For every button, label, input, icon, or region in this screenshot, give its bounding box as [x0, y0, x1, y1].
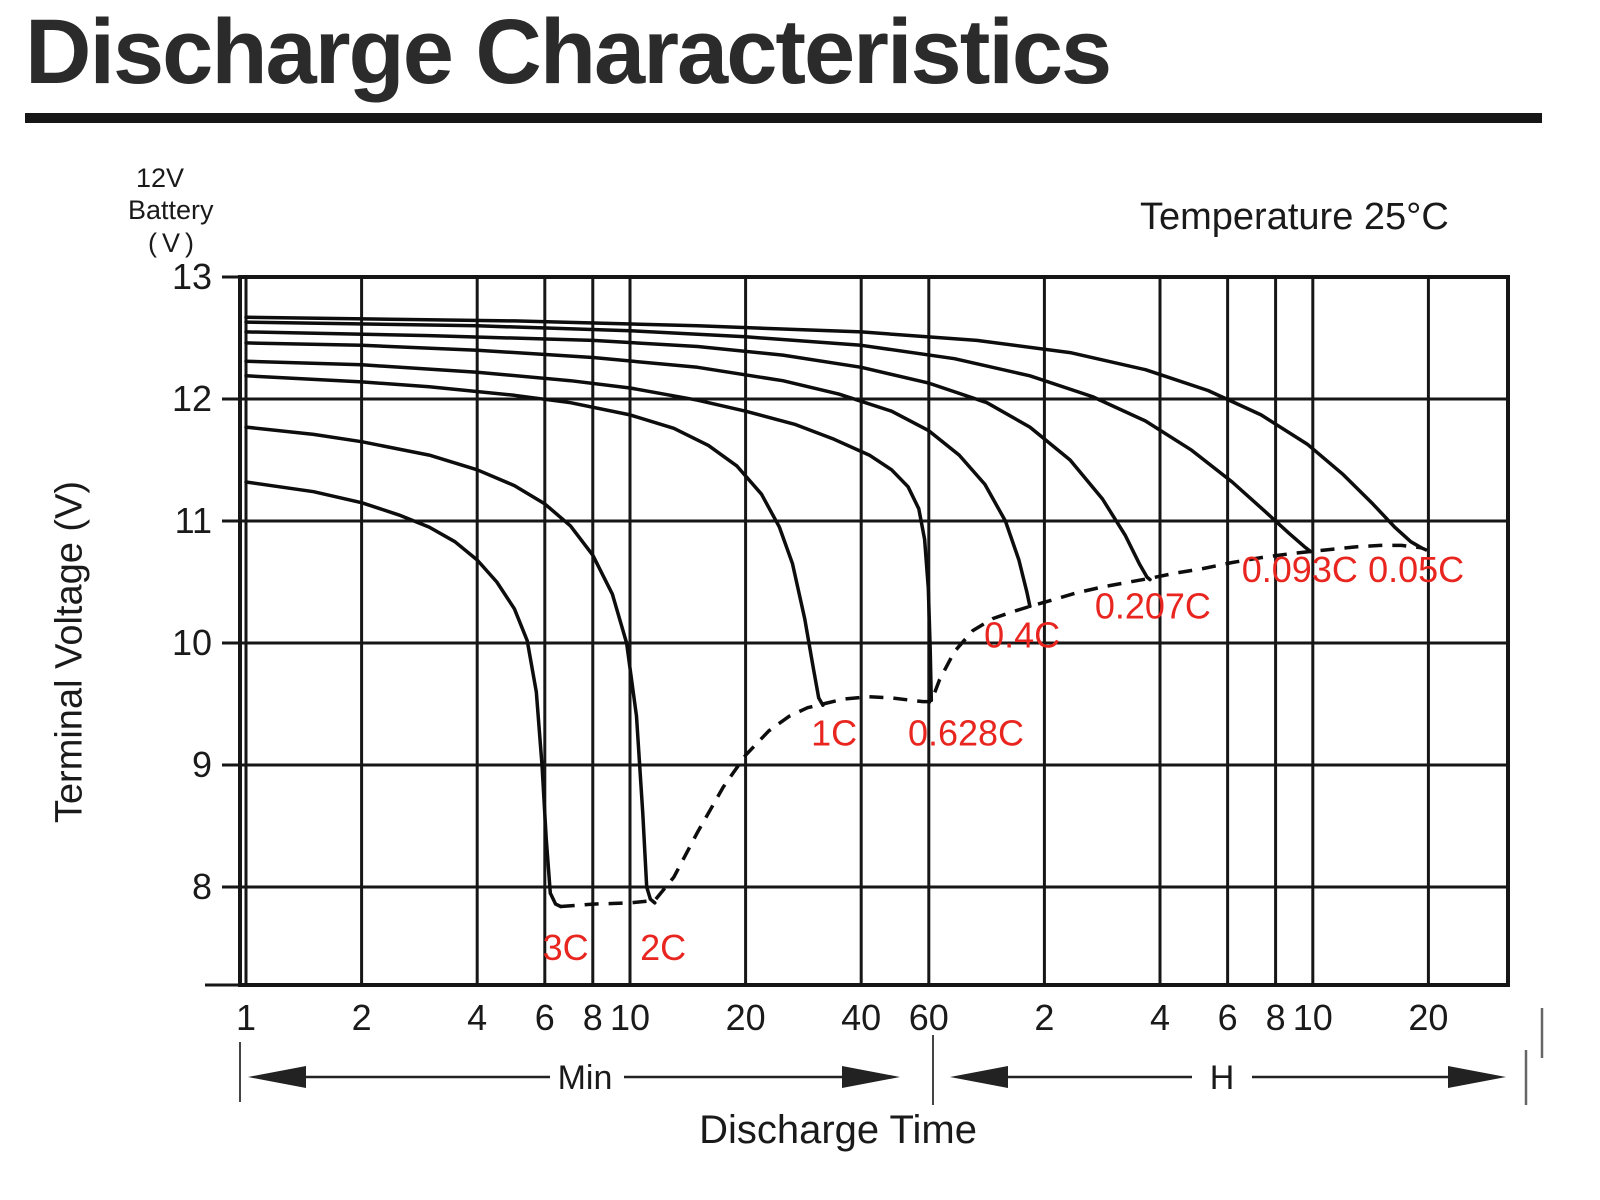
min-range-label: Min — [558, 1059, 613, 1097]
curve-0.4C — [244, 341, 1032, 609]
rate-label-0.628C: 0.628C — [908, 712, 1024, 753]
rate-label-1C: 1C — [811, 712, 857, 753]
x-tick-label: 10 — [1293, 997, 1333, 1038]
curve-2C — [244, 425, 657, 905]
curve-3C — [244, 480, 563, 909]
rate-label-0.4C: 0.4C — [984, 615, 1060, 656]
y-axis-unit-line1: 12V — [136, 163, 185, 193]
x-tick-label: 4 — [1150, 997, 1170, 1038]
rate-label-0.093C: 0.093C — [1242, 549, 1358, 590]
curve-0.093C — [244, 320, 1313, 554]
series-rate-labels: 3C 2C 1C 0.628C 0.4C 0.207C 0.093C 0.05C — [543, 549, 1465, 968]
x-tick-label: 40 — [841, 997, 881, 1038]
rate-label-0.05C: 0.05C — [1368, 549, 1464, 590]
title-underline — [25, 113, 1542, 123]
y-tick-label: 10 — [172, 622, 212, 663]
x-tick-label: 6 — [1218, 997, 1238, 1038]
x-tick-label: 6 — [535, 997, 555, 1038]
page-title: Discharge Characteristics — [25, 1, 1112, 103]
x-axis-tick-labels: 1 2 4 6 8 10 20 40 60 2 4 6 8 10 20 — [236, 997, 1448, 1038]
x-tick-label: 2 — [352, 997, 372, 1038]
x-tick-label: 60 — [909, 997, 949, 1038]
x-tick-label: 4 — [467, 997, 487, 1038]
hour-range-arrow: H — [950, 1059, 1506, 1097]
y-tick-label: 13 — [172, 256, 212, 297]
y-axis-tick-labels: 13 12 11 10 9 8 — [172, 256, 212, 907]
y-axis-unit-block: 12V Battery (V) — [128, 162, 214, 259]
y-tick-label: 11 — [175, 500, 212, 541]
discharge-curves — [244, 315, 1424, 909]
y-tick-label: 12 — [172, 378, 212, 419]
rate-label-3C: 3C — [543, 927, 589, 968]
hour-range-label: H — [1210, 1059, 1235, 1097]
rate-label-2C: 2C — [640, 927, 686, 968]
y-axis-ticks — [205, 275, 240, 987]
x-tick-label: 2 — [1034, 997, 1054, 1038]
x-tick-label: 10 — [610, 997, 650, 1038]
axis-end-marks — [1524, 1008, 1544, 1105]
x-tick-label: 8 — [583, 997, 603, 1038]
x-axis-title: Discharge Time — [699, 1108, 977, 1152]
plot-frame — [238, 275, 1510, 987]
curve-1C — [244, 374, 825, 707]
curve-0.628C — [244, 359, 934, 703]
cutoff-dashed-curve — [560, 543, 1428, 909]
rate-label-0.207C: 0.207C — [1095, 585, 1211, 626]
x-tick-label: 20 — [1408, 997, 1448, 1038]
y-tick-label: 9 — [192, 744, 212, 785]
min-range-arrow: Min — [239, 1042, 900, 1102]
temperature-annotation: Temperature 25°C — [1140, 196, 1449, 238]
x-tick-label: 20 — [726, 997, 766, 1038]
x-tick-label: 1 — [236, 997, 256, 1038]
curve-0.207C — [244, 330, 1152, 582]
y-axis-unit-line2: Battery — [128, 195, 214, 226]
x-tick-label: 8 — [1266, 997, 1286, 1038]
curve-0.05C — [244, 315, 1424, 550]
y-tick-label: 8 — [192, 866, 212, 907]
y-axis-unit-line3: (V) — [148, 227, 199, 258]
grid-lines — [240, 277, 1508, 985]
